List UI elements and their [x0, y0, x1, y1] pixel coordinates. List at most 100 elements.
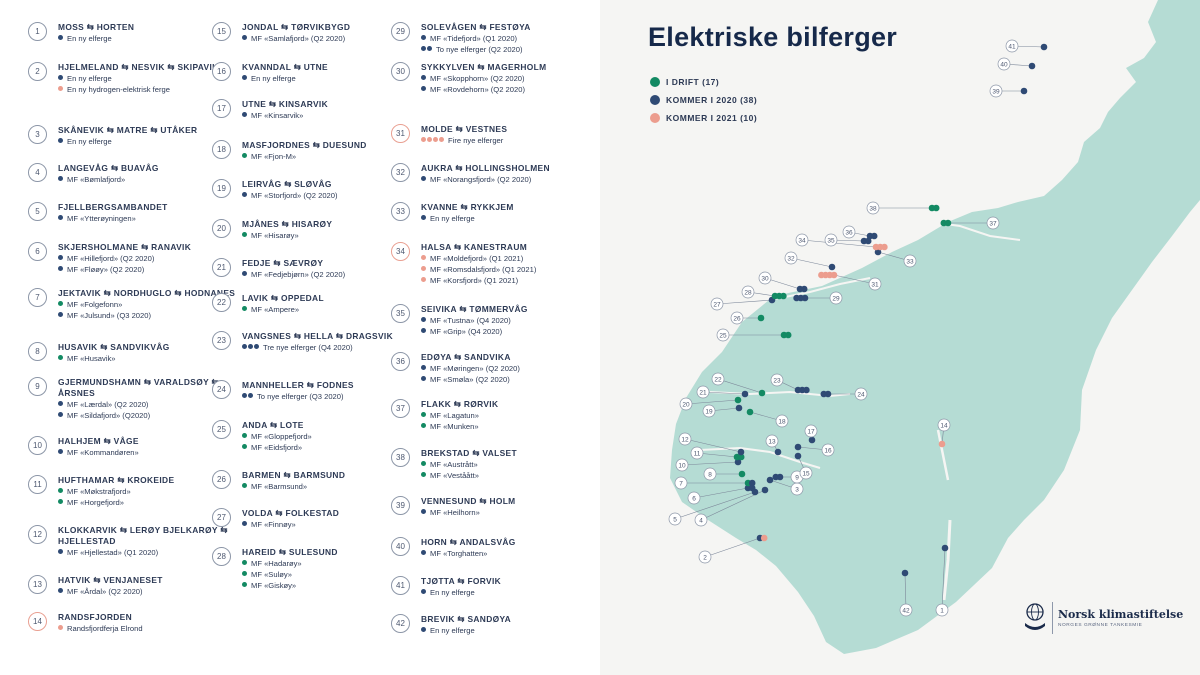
route-number-label: 25 — [719, 332, 727, 339]
route-number-badge: 2 — [28, 62, 47, 81]
route-number-label: 5 — [673, 516, 677, 523]
route-name: GJERMUNDSHAMN ⇆ VARALDSØY ⇆ ÅRSNES — [58, 377, 219, 398]
ferry-item: Fire nye elferger — [421, 135, 606, 146]
route-item: 36 EDØYA ⇆ SANDVIKA MF «Møringen» (Q2 2020… — [391, 352, 606, 385]
leader-line — [693, 487, 749, 499]
ferry-item: MF «Romsdalsfjord» (Q1 2021) — [421, 264, 606, 275]
route-number-badge: 42 — [391, 614, 410, 633]
route-number-label: 14 — [940, 422, 948, 429]
route-number-circle — [668, 512, 682, 526]
route-name: FJELLBERGSAMBANDET — [58, 202, 168, 212]
ferry-item: En ny elferge — [58, 33, 243, 44]
route-name: HORN ⇆ ANDALSVÅG — [421, 537, 516, 547]
route-number-badge: 32 — [391, 163, 410, 182]
ferry-item: MF «Lagatun» — [421, 410, 606, 421]
ferry-name: MF «Lagatun» — [430, 411, 479, 420]
route-number-badge: 16 — [212, 62, 231, 81]
route-number-label: 40 — [1000, 61, 1008, 68]
ferry-name: MF «Bømlafjord» — [67, 175, 126, 184]
ferry-marker-drift — [940, 219, 948, 227]
ferry-name: En ny elferge — [67, 137, 112, 146]
route-number-badge: 7 — [28, 288, 47, 307]
route-item: 35 SEIVIKA ⇆ TØMMERVÅG MF «Tustna» (Q4 202… — [391, 304, 606, 337]
route-number-badge: 20 — [212, 219, 231, 238]
route-item: 39 VENNESUND ⇆ HOLM MF «Heilhorn» — [391, 496, 606, 518]
status-dot-2020 — [421, 86, 426, 91]
route-name: MOLDE ⇆ VESTNES — [421, 124, 508, 134]
route-name: JONDAL ⇆ TØRVIKBYGD — [242, 22, 351, 32]
ferry-item: MF «Storfjord» (Q2 2020) — [242, 190, 427, 201]
route-number-label: 20 — [682, 401, 690, 408]
ferry-name: MF «Årdal» (Q2 2020) — [67, 587, 143, 596]
ferry-name: MF «Korsfjord» (Q1 2021) — [430, 276, 519, 285]
ferry-name: MF «Rovdehorn» (Q2 2020) — [430, 85, 525, 94]
legend-item-drift: I DRIFT (17) — [650, 76, 757, 94]
ferry-name: MF «Kommandøren» — [67, 448, 139, 457]
legend-dot-drift — [650, 77, 660, 87]
route-item: 13 HATVIK ⇆ VENJANESET MF «Årdal» (Q2 2020… — [28, 575, 243, 597]
route-name: KLOKKARVIK ⇆ LERØY BJELKARØY ⇆ HJELLESTA… — [58, 525, 228, 546]
ferry-item: To nye elferger (Q2 2020) — [421, 44, 606, 55]
route-number-circle — [868, 277, 882, 291]
route-number-circle — [903, 254, 917, 268]
ferry-item: MF «Horgefjord» — [58, 497, 243, 508]
route-item: 41 TJØTTA ⇆ FORVIK En ny elferge — [391, 576, 606, 598]
ferry-name: Randsfjordferja Elrond — [67, 624, 143, 633]
route-number-label: 28 — [744, 289, 752, 296]
route-number-label: 23 — [773, 377, 781, 384]
status-dot-2020 — [58, 138, 63, 143]
ferry-marker-drift — [738, 470, 746, 478]
ferry-marker-2020 — [793, 294, 800, 302]
route-name: VOLDA ⇆ FOLKESTAD — [242, 508, 340, 518]
ferry-item: MF «Austrått» — [421, 459, 606, 470]
status-dot-2021 — [433, 137, 438, 142]
route-name: AUKRA ⇆ HOLLINGSHOLMEN — [421, 163, 550, 173]
ferry-marker-2020 — [794, 443, 802, 451]
route-number-circle — [696, 385, 710, 399]
route-number-label: 10 — [678, 462, 686, 469]
legend-label: KOMMER I 2021 (10) — [666, 113, 758, 123]
ferry-item: En ny elferge — [421, 587, 606, 598]
route-number-label: 12 — [681, 436, 689, 443]
leader-line — [696, 452, 738, 458]
route-item: 37 FLAKK ⇆ RØRVIK MF «Lagatun» MF «Munken» — [391, 399, 606, 432]
ferry-name: MF «Finnøy» — [251, 520, 296, 529]
route-number-label: 36 — [845, 229, 853, 236]
ferry-item: Randsfjordferja Elrond — [58, 623, 243, 634]
ferry-item: MF «Folgefonn» — [58, 299, 243, 310]
status-dot-2020 — [58, 401, 63, 406]
ferry-marker-drift — [757, 314, 765, 322]
ferry-name: En ny elferge — [67, 34, 112, 43]
route-number-badge: 13 — [28, 575, 47, 594]
route-number-circle — [758, 271, 772, 285]
leader-line — [801, 239, 877, 248]
status-dot-2020 — [242, 271, 247, 276]
ferry-name: MF «Barmsund» — [251, 482, 308, 491]
ferry-name: Fire nye elferger — [448, 136, 504, 145]
route-number-circle — [730, 311, 744, 325]
ferry-item: MF «Årdal» (Q2 2020) — [58, 586, 243, 597]
route-name: LEIRVÅG ⇆ SLØVÅG — [242, 179, 332, 189]
route-number-circle — [690, 446, 704, 460]
ferry-marker-2020 — [870, 232, 878, 240]
ferry-item: MF «Bømlafjord» — [58, 174, 243, 185]
route-name: ANDA ⇆ LOTE — [242, 420, 304, 430]
ferry-marker-2020 — [941, 544, 949, 552]
route-name: HUFTHAMAR ⇆ KROKEIDE — [58, 475, 175, 485]
ferry-name: MF «Hisarøy» — [251, 231, 299, 240]
status-dot-2020 — [58, 75, 63, 80]
route-item: 26 BARMEN ⇆ BARMSUND MF «Barmsund» — [212, 470, 427, 492]
ferry-name: En ny elferge — [430, 588, 475, 597]
ferry-name: MF «Julsund» (Q3 2020) — [67, 311, 151, 320]
ferry-item: MF «Skopphorn» (Q2 2020) — [421, 73, 606, 84]
status-dot-2021 — [439, 137, 444, 142]
route-number-badge: 40 — [391, 537, 410, 556]
ferry-marker-2020 — [864, 237, 872, 245]
status-dot-drift — [242, 232, 247, 237]
status-dot-2020 — [242, 192, 247, 197]
status-dot-2020 — [242, 521, 247, 526]
route-number-circle — [703, 467, 717, 481]
route-name: JEKTAVIK ⇆ NORDHUGLO ⇆ HODNANES — [58, 288, 236, 298]
route-item: 4 LANGEVÅG ⇆ BUAVÅG MF «Bømlafjord» — [28, 163, 243, 185]
ferry-name: En ny hydrogen-elektrisk ferge — [67, 85, 170, 94]
